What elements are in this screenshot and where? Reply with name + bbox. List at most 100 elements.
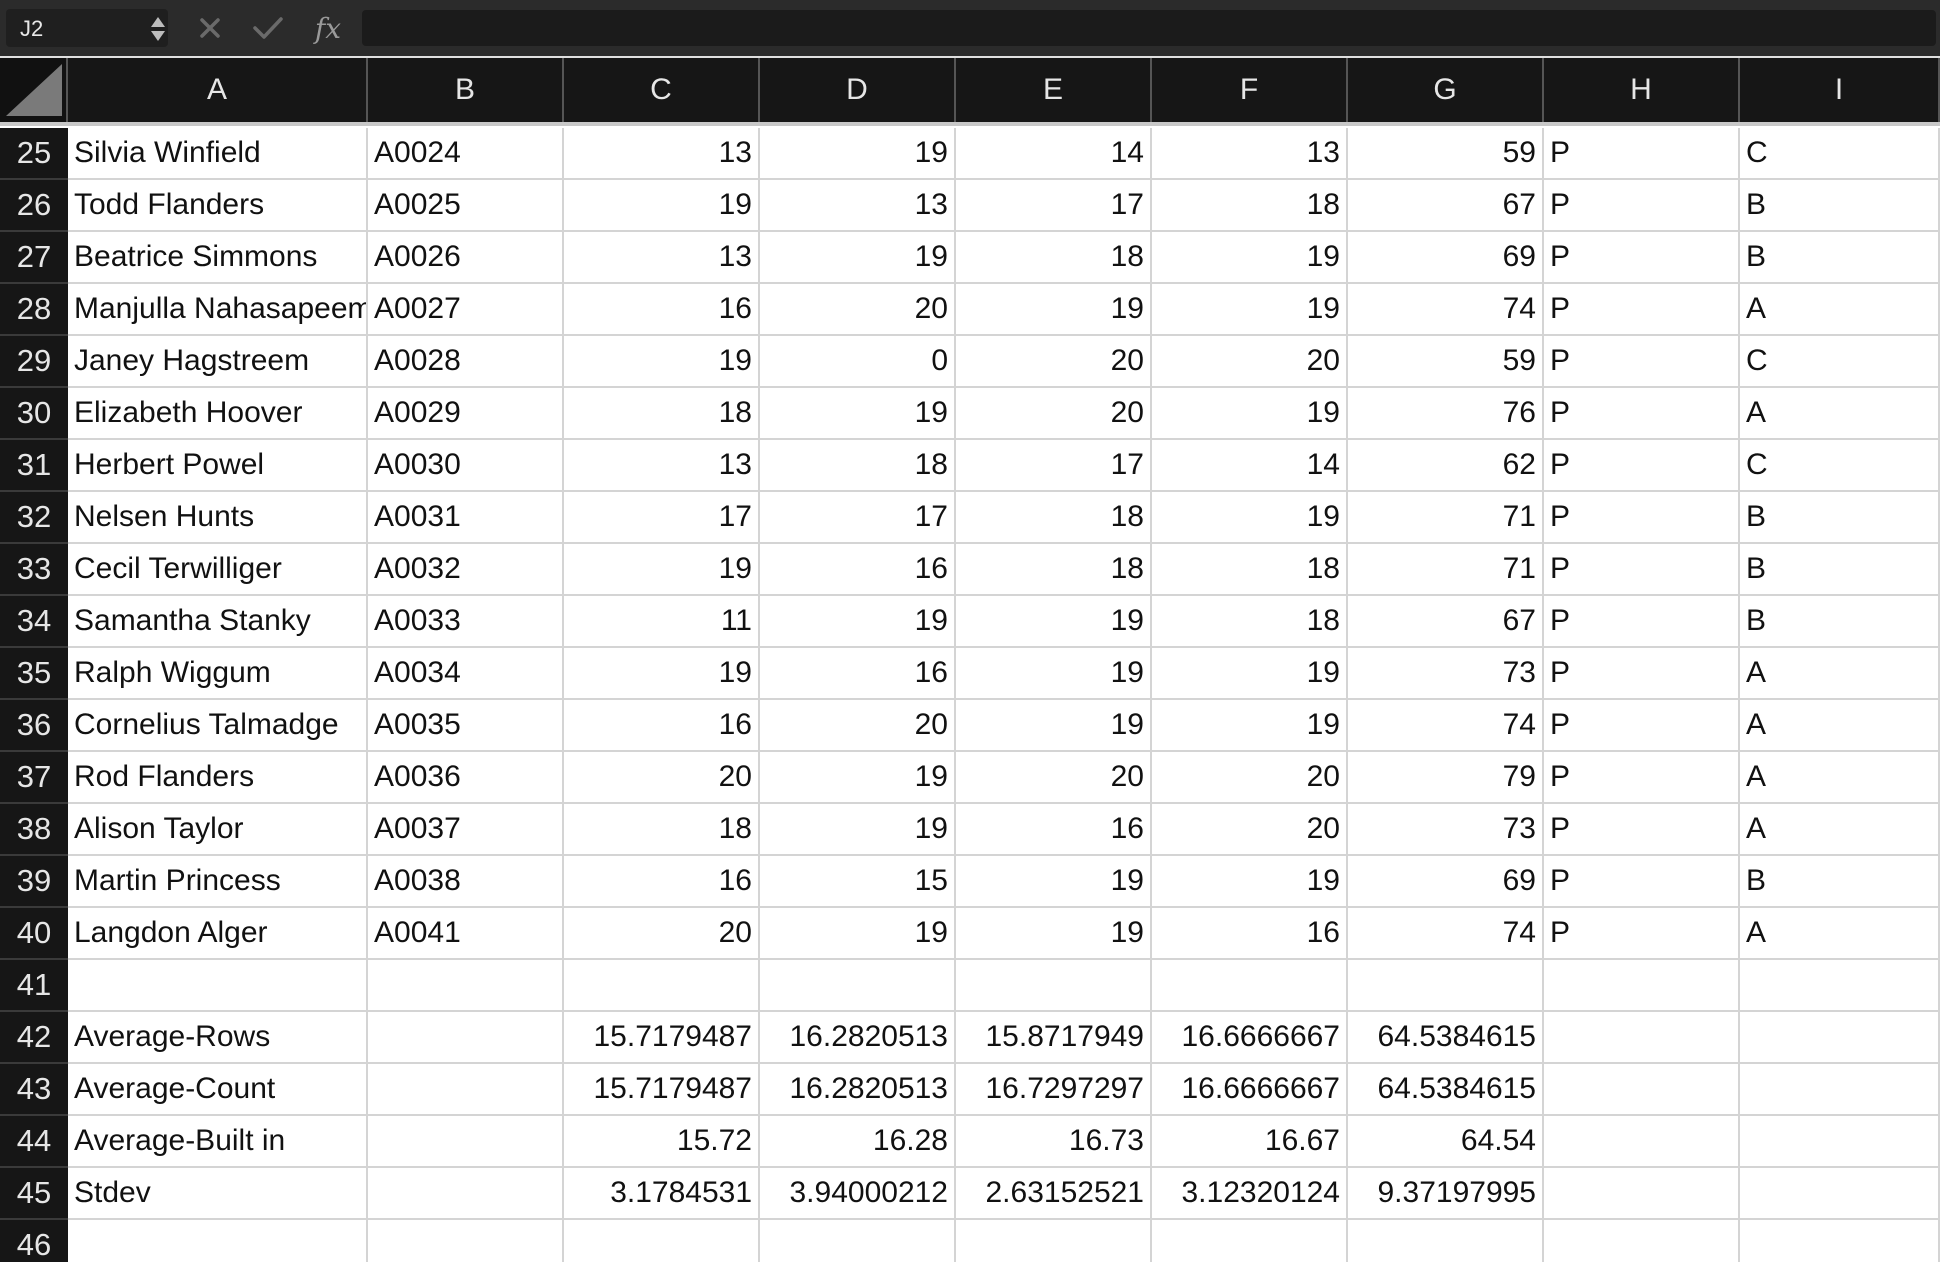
- cell-i36[interactable]: A: [1740, 700, 1940, 752]
- cell-b43[interactable]: [368, 1064, 564, 1116]
- cell-d44[interactable]: 16.28: [760, 1116, 956, 1168]
- cell-e39[interactable]: 19: [956, 856, 1152, 908]
- cell-h37[interactable]: P: [1544, 752, 1740, 804]
- cell-d28[interactable]: 20: [760, 284, 956, 336]
- cell-h25[interactable]: P: [1544, 128, 1740, 180]
- cell-i33[interactable]: B: [1740, 544, 1940, 596]
- cell-d45[interactable]: 3.94000212: [760, 1168, 956, 1220]
- cell-f32[interactable]: 19: [1152, 492, 1348, 544]
- cell-i40[interactable]: A: [1740, 908, 1940, 960]
- cell-d39[interactable]: 15: [760, 856, 956, 908]
- cell-f37[interactable]: 20: [1152, 752, 1348, 804]
- cell-c38[interactable]: 18: [564, 804, 760, 856]
- select-all-button[interactable]: [0, 58, 68, 122]
- cell-f46[interactable]: [1152, 1220, 1348, 1262]
- cell-e25[interactable]: 14: [956, 128, 1152, 180]
- cell-c31[interactable]: 13: [564, 440, 760, 492]
- cell-g44[interactable]: 64.54: [1348, 1116, 1544, 1168]
- cell-h39[interactable]: P: [1544, 856, 1740, 908]
- cell-h43[interactable]: [1544, 1064, 1740, 1116]
- cell-a40[interactable]: Langdon Alger: [68, 908, 368, 960]
- cell-h35[interactable]: P: [1544, 648, 1740, 700]
- row-header[interactable]: 37: [0, 752, 68, 804]
- cell-d25[interactable]: 19: [760, 128, 956, 180]
- cell-g29[interactable]: 59: [1348, 336, 1544, 388]
- row-header[interactable]: 34: [0, 596, 68, 648]
- cell-h33[interactable]: P: [1544, 544, 1740, 596]
- cell-f35[interactable]: 19: [1152, 648, 1348, 700]
- cell-g38[interactable]: 73: [1348, 804, 1544, 856]
- row-header[interactable]: 32: [0, 492, 68, 544]
- cell-c46[interactable]: [564, 1220, 760, 1262]
- column-header-f[interactable]: F: [1152, 58, 1348, 122]
- cell-a32[interactable]: Nelsen Hunts: [68, 492, 368, 544]
- row-header[interactable]: 35: [0, 648, 68, 700]
- cell-d29[interactable]: 0: [760, 336, 956, 388]
- cell-b40[interactable]: A0041: [368, 908, 564, 960]
- cell-c41[interactable]: [564, 960, 760, 1012]
- column-header-d[interactable]: D: [760, 58, 956, 122]
- cell-d40[interactable]: 19: [760, 908, 956, 960]
- cell-f34[interactable]: 18: [1152, 596, 1348, 648]
- cell-e28[interactable]: 19: [956, 284, 1152, 336]
- cell-i44[interactable]: [1740, 1116, 1940, 1168]
- cell-d27[interactable]: 19: [760, 232, 956, 284]
- cell-i45[interactable]: [1740, 1168, 1940, 1220]
- cell-g43[interactable]: 64.5384615: [1348, 1064, 1544, 1116]
- cell-c36[interactable]: 16: [564, 700, 760, 752]
- row-header[interactable]: 31: [0, 440, 68, 492]
- cell-i42[interactable]: [1740, 1012, 1940, 1064]
- cell-b26[interactable]: A0025: [368, 180, 564, 232]
- row-header[interactable]: 30: [0, 388, 68, 440]
- cell-b25[interactable]: A0024: [368, 128, 564, 180]
- row-header[interactable]: 26: [0, 180, 68, 232]
- cell-g28[interactable]: 74: [1348, 284, 1544, 336]
- cell-b31[interactable]: A0030: [368, 440, 564, 492]
- cell-b32[interactable]: A0031: [368, 492, 564, 544]
- cell-e34[interactable]: 19: [956, 596, 1152, 648]
- cell-b36[interactable]: A0035: [368, 700, 564, 752]
- cell-e44[interactable]: 16.73: [956, 1116, 1152, 1168]
- cell-e36[interactable]: 19: [956, 700, 1152, 752]
- cell-g27[interactable]: 69: [1348, 232, 1544, 284]
- chevron-up-icon[interactable]: [151, 17, 165, 27]
- cell-b45[interactable]: [368, 1168, 564, 1220]
- cell-i46[interactable]: [1740, 1220, 1940, 1262]
- cell-d41[interactable]: [760, 960, 956, 1012]
- cell-a34[interactable]: Samantha Stanky: [68, 596, 368, 648]
- column-header-i[interactable]: I: [1740, 58, 1940, 122]
- formula-input[interactable]: [362, 10, 1936, 46]
- cell-c26[interactable]: 19: [564, 180, 760, 232]
- cell-e26[interactable]: 17: [956, 180, 1152, 232]
- cell-d37[interactable]: 19: [760, 752, 956, 804]
- cell-e31[interactable]: 17: [956, 440, 1152, 492]
- cell-d38[interactable]: 19: [760, 804, 956, 856]
- cell-i32[interactable]: B: [1740, 492, 1940, 544]
- cell-d32[interactable]: 17: [760, 492, 956, 544]
- cell-i43[interactable]: [1740, 1064, 1940, 1116]
- cell-i31[interactable]: C: [1740, 440, 1940, 492]
- cell-g41[interactable]: [1348, 960, 1544, 1012]
- cell-c35[interactable]: 19: [564, 648, 760, 700]
- cell-g46[interactable]: [1348, 1220, 1544, 1262]
- cell-b39[interactable]: A0038: [368, 856, 564, 908]
- cell-c33[interactable]: 19: [564, 544, 760, 596]
- cell-i28[interactable]: A: [1740, 284, 1940, 336]
- cell-f43[interactable]: 16.6666667: [1152, 1064, 1348, 1116]
- cell-g32[interactable]: 71: [1348, 492, 1544, 544]
- column-header-g[interactable]: G: [1348, 58, 1544, 122]
- row-header[interactable]: 28: [0, 284, 68, 336]
- cell-f33[interactable]: 18: [1152, 544, 1348, 596]
- cell-h46[interactable]: [1544, 1220, 1740, 1262]
- cell-f38[interactable]: 20: [1152, 804, 1348, 856]
- cell-b46[interactable]: [368, 1220, 564, 1262]
- cell-e30[interactable]: 20: [956, 388, 1152, 440]
- cell-b37[interactable]: A0036: [368, 752, 564, 804]
- cell-a31[interactable]: Herbert Powel: [68, 440, 368, 492]
- column-header-a[interactable]: A: [68, 58, 368, 122]
- cell-e32[interactable]: 18: [956, 492, 1152, 544]
- cell-h42[interactable]: [1544, 1012, 1740, 1064]
- cell-f30[interactable]: 19: [1152, 388, 1348, 440]
- cell-b41[interactable]: [368, 960, 564, 1012]
- name-box-stepper[interactable]: [148, 15, 168, 43]
